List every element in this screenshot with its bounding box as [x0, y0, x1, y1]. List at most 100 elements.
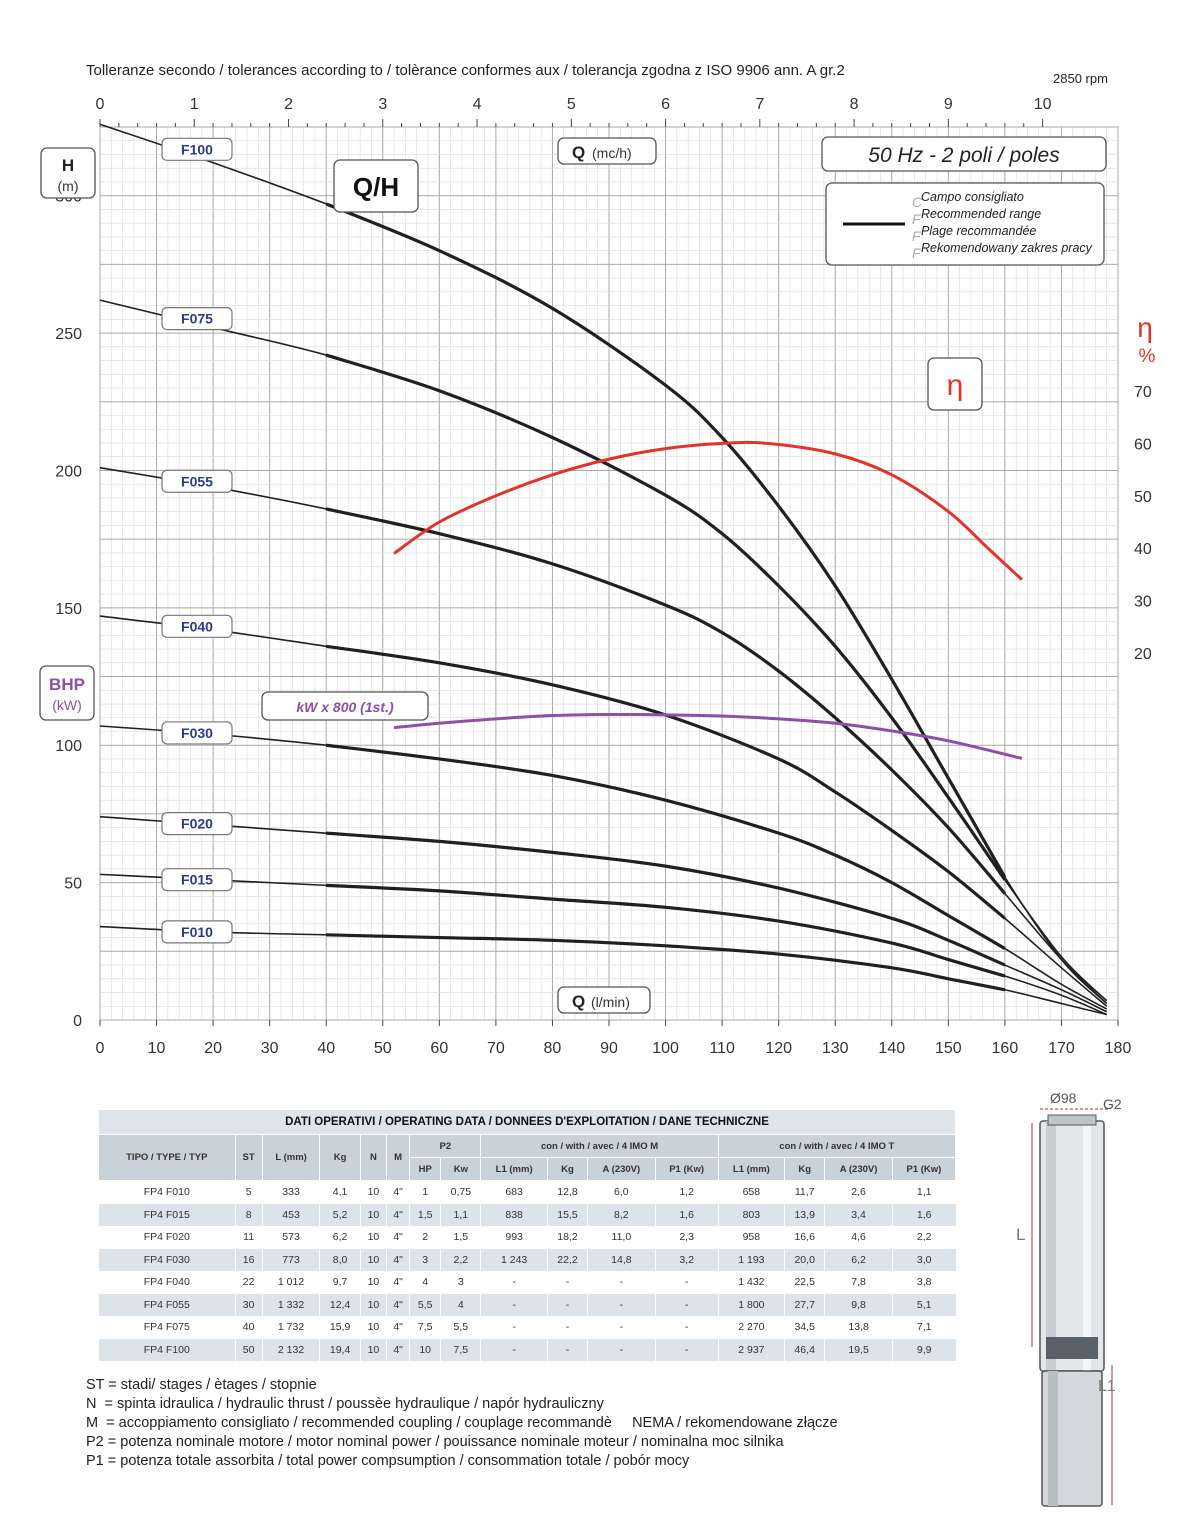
table-cell: 993 [480, 1226, 548, 1249]
series-label-box [161, 868, 233, 892]
series-label: F100 [181, 141, 213, 157]
table-cell: - [546, 1271, 588, 1294]
col-m: M [386, 1134, 411, 1181]
q-top-label: Q [572, 143, 585, 162]
eta-tag: η [947, 369, 964, 402]
table-cell: 6,2 [824, 1248, 893, 1271]
table-cell: 16 [234, 1248, 263, 1271]
table-cell: 19,4 [319, 1338, 361, 1361]
legend-box [825, 182, 1105, 266]
table-cell: - [546, 1338, 588, 1361]
table-cell: 4" [386, 1248, 410, 1271]
table-cell: 15,9 [319, 1316, 361, 1339]
bhp-unit: (kW) [52, 697, 82, 713]
table-cell: 573 [261, 1226, 320, 1249]
table-cell: 1 732 [261, 1316, 320, 1339]
subcol-7: Kg [784, 1157, 826, 1181]
table-cell: 5 [234, 1180, 263, 1204]
subcol-6: L1 (mm) [717, 1157, 786, 1181]
table-cell: 22 [234, 1271, 263, 1294]
series-label: F075 [181, 311, 213, 327]
table-cell: 453 [261, 1203, 320, 1226]
series-label-box [161, 812, 233, 836]
y-right-tick-label: 70 [1134, 384, 1152, 401]
power-tag-box [261, 691, 429, 721]
series-label-box [161, 306, 233, 331]
table-cell: 4 [440, 1293, 481, 1316]
x-bottom-tick-label: 50 [374, 1040, 392, 1057]
table-cell: 6,2 [319, 1226, 361, 1249]
y-left-tick-label: 200 [55, 463, 82, 480]
table-cell: - [480, 1338, 548, 1361]
table-cell: - [480, 1271, 548, 1294]
note-line: ST = stadi/ stages / ètages / stopnie [86, 1377, 317, 1393]
table-title: DATI OPERATIVI / OPERATING DATA / DONNEE… [98, 1109, 956, 1135]
table-row: FP4 F030 16 773 8,0 10 4" 3 2,2 1 243 22,2 14,8 3,2… [98, 1248, 956, 1271]
table-cell: 1,2 [654, 1180, 719, 1204]
table-cell: 30 [234, 1293, 263, 1316]
table-cell: 1,5 [409, 1203, 441, 1226]
table-cell: FP4 F020 [98, 1226, 236, 1249]
table-cell: 2 937 [717, 1338, 785, 1361]
table-cell: 6,0 [587, 1180, 656, 1204]
x-bottom-tick-label: 150 [935, 1040, 962, 1057]
table-cell: 3,8 [891, 1271, 956, 1294]
table-cell: 4,1 [319, 1180, 361, 1204]
note-line: N = spinta idraulica / hydraulic thrust … [86, 1396, 604, 1412]
subcol-4: A (230V) [587, 1157, 656, 1181]
table-cell: - [546, 1293, 588, 1316]
table-cell: 3 [409, 1248, 441, 1271]
legend-entry: Campo consigliato [921, 190, 1024, 204]
x-bottom-tick-label: 120 [765, 1040, 792, 1057]
group-p2: P2 [409, 1134, 482, 1158]
table-cell: - [654, 1338, 719, 1361]
table-cell: 4,6 [824, 1226, 893, 1249]
x-bottom-tick-label: 100 [652, 1040, 679, 1057]
table-cell: 658 [717, 1180, 785, 1204]
x-top-tick-label: 1 [190, 96, 199, 113]
y-left-tick-label: 100 [55, 738, 82, 755]
rpm-label: 2850 rpm [1053, 71, 1108, 86]
q-bottom-unit: (l/min) [591, 994, 630, 1010]
head-curves: F100 F075 F055 F040 F030 F020 F015 F010 [99, 123, 1108, 1016]
series-label-box [161, 137, 233, 161]
x-bottom-tick-label: 170 [1048, 1040, 1075, 1057]
y-left-tick-label: 50 [64, 876, 82, 893]
legend-initial: F [912, 211, 922, 227]
table-cell: 1,5 [440, 1226, 481, 1249]
table-cell: 8,0 [319, 1248, 361, 1271]
table-cell: 50 [234, 1338, 263, 1361]
y-left-tick-label: 150 [55, 601, 82, 618]
series-label: F040 [181, 618, 213, 634]
subcol-3: Kg [546, 1157, 589, 1181]
table-cell: 4" [386, 1180, 410, 1204]
q-top-label-box [557, 137, 657, 165]
x-top-tick-label: 3 [378, 96, 387, 113]
y-right-tick-label: 20 [1134, 646, 1152, 663]
table-cell: - [546, 1316, 588, 1339]
recommended-range-f075 [325, 353, 1007, 881]
pump-l1-label: L1 [1098, 1378, 1116, 1395]
y-right-label: η [1137, 312, 1153, 343]
x-top-tick-label: 5 [567, 96, 576, 113]
table-cell: 18,2 [546, 1226, 588, 1249]
series-label: F020 [181, 816, 213, 832]
col-type: TIPO / TYPE / TYP [98, 1134, 236, 1181]
pump-l-label: L [1016, 1225, 1025, 1244]
table-cell: 13,8 [824, 1316, 893, 1339]
table-cell: 1 432 [717, 1271, 785, 1294]
table-cell: 34,5 [784, 1316, 825, 1339]
table-cell: FP4 F100 [98, 1338, 236, 1361]
col-kg: Kg [319, 1134, 361, 1181]
table-cell: 7,5 [409, 1316, 441, 1339]
series-label: F055 [181, 473, 213, 489]
x-bottom-tick-label: 70 [487, 1040, 505, 1057]
y-left-label: H [62, 156, 74, 175]
x-bottom-tick-label: 60 [430, 1040, 448, 1057]
x-bottom-tick-label: 110 [709, 1040, 735, 1057]
table-cell: 8,2 [587, 1203, 656, 1226]
legend-initial: C [912, 194, 923, 210]
table-cell: 838 [480, 1203, 548, 1226]
table-cell: 1 012 [261, 1271, 320, 1294]
x-bottom-tick-label: 160 [992, 1040, 1019, 1057]
